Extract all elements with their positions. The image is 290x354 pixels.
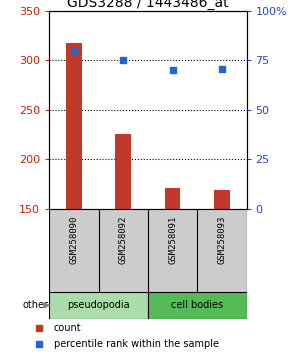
Text: GSM258092: GSM258092	[119, 216, 128, 264]
Bar	[148, 292, 246, 319]
Bar	[214, 190, 230, 209]
Text: GSM258093: GSM258093	[217, 216, 226, 264]
Text: pseudopodia: pseudopodia	[67, 300, 130, 310]
Bar	[49, 292, 148, 319]
Point	[121, 57, 126, 63]
Bar	[165, 188, 180, 209]
Point	[72, 48, 76, 54]
Title: GDS3288 / 1443486_at: GDS3288 / 1443486_at	[67, 0, 229, 10]
Text: GSM258091: GSM258091	[168, 216, 177, 264]
Bar	[66, 43, 82, 209]
Bar	[115, 133, 131, 209]
Text: other: other	[22, 300, 48, 310]
Text: GSM258090: GSM258090	[69, 216, 79, 264]
Text: count: count	[54, 323, 81, 333]
Point	[220, 66, 224, 72]
Point	[170, 67, 175, 73]
Text: percentile rank within the sample: percentile rank within the sample	[54, 339, 219, 349]
Text: cell bodies: cell bodies	[171, 300, 223, 310]
